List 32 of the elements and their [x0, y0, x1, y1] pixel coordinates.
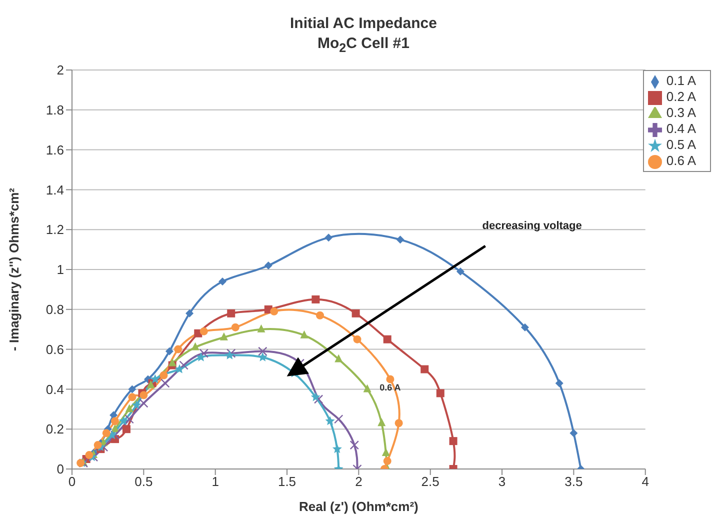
y-tick-label: 1.2: [46, 222, 64, 238]
chart-subtitle: Mo$_{2}$C Cell #1: [316, 34, 410, 57]
y-tick-label: 1.4: [46, 182, 64, 198]
x-tick-label: 1.5: [278, 474, 296, 490]
x-tick-label: 3: [498, 474, 506, 490]
x-tick-label: 0.5: [134, 474, 153, 490]
legend-label: 0.6 A: [666, 153, 696, 168]
x-axis-title: Real (z') (Ohm*cm²): [298, 499, 418, 514]
annotation: decreasing voltage: [482, 220, 582, 232]
x-tick-label: 4: [642, 474, 649, 490]
y-tick-label: 0.8: [46, 302, 64, 318]
chart-title: Initial AC Impedance: [289, 14, 438, 34]
y-tick-label: 0.2: [46, 422, 64, 437]
y-tick-label: 0.6: [46, 342, 64, 357]
legend-label: 0.2 A: [666, 89, 696, 104]
y-tick-label: 1.6: [46, 142, 64, 158]
y-tick-label: 0.4: [46, 382, 64, 397]
y-tick-label: 0: [56, 462, 64, 477]
y-axis-title: - Imaginary (z'') Ohms*cm²: [6, 187, 22, 351]
legend-label: 0.5 A: [666, 137, 696, 152]
y-tick-label: 2: [56, 62, 64, 78]
x-tick-label: 2: [355, 474, 362, 490]
annotation: 0.6 A: [380, 382, 402, 393]
x-tick-label: 0: [68, 474, 76, 490]
x-tick-label: 2.5: [421, 474, 440, 490]
x-tick-label: 3.5: [564, 474, 583, 490]
legend-label: 0.3 A: [666, 105, 696, 120]
y-tick-label: 1: [56, 262, 64, 278]
legend-label: 0.4 A: [666, 121, 696, 136]
x-tick-label: 1: [212, 474, 219, 490]
y-tick-label: 1.8: [46, 102, 64, 118]
legend-label: 0.1 A: [666, 73, 696, 88]
